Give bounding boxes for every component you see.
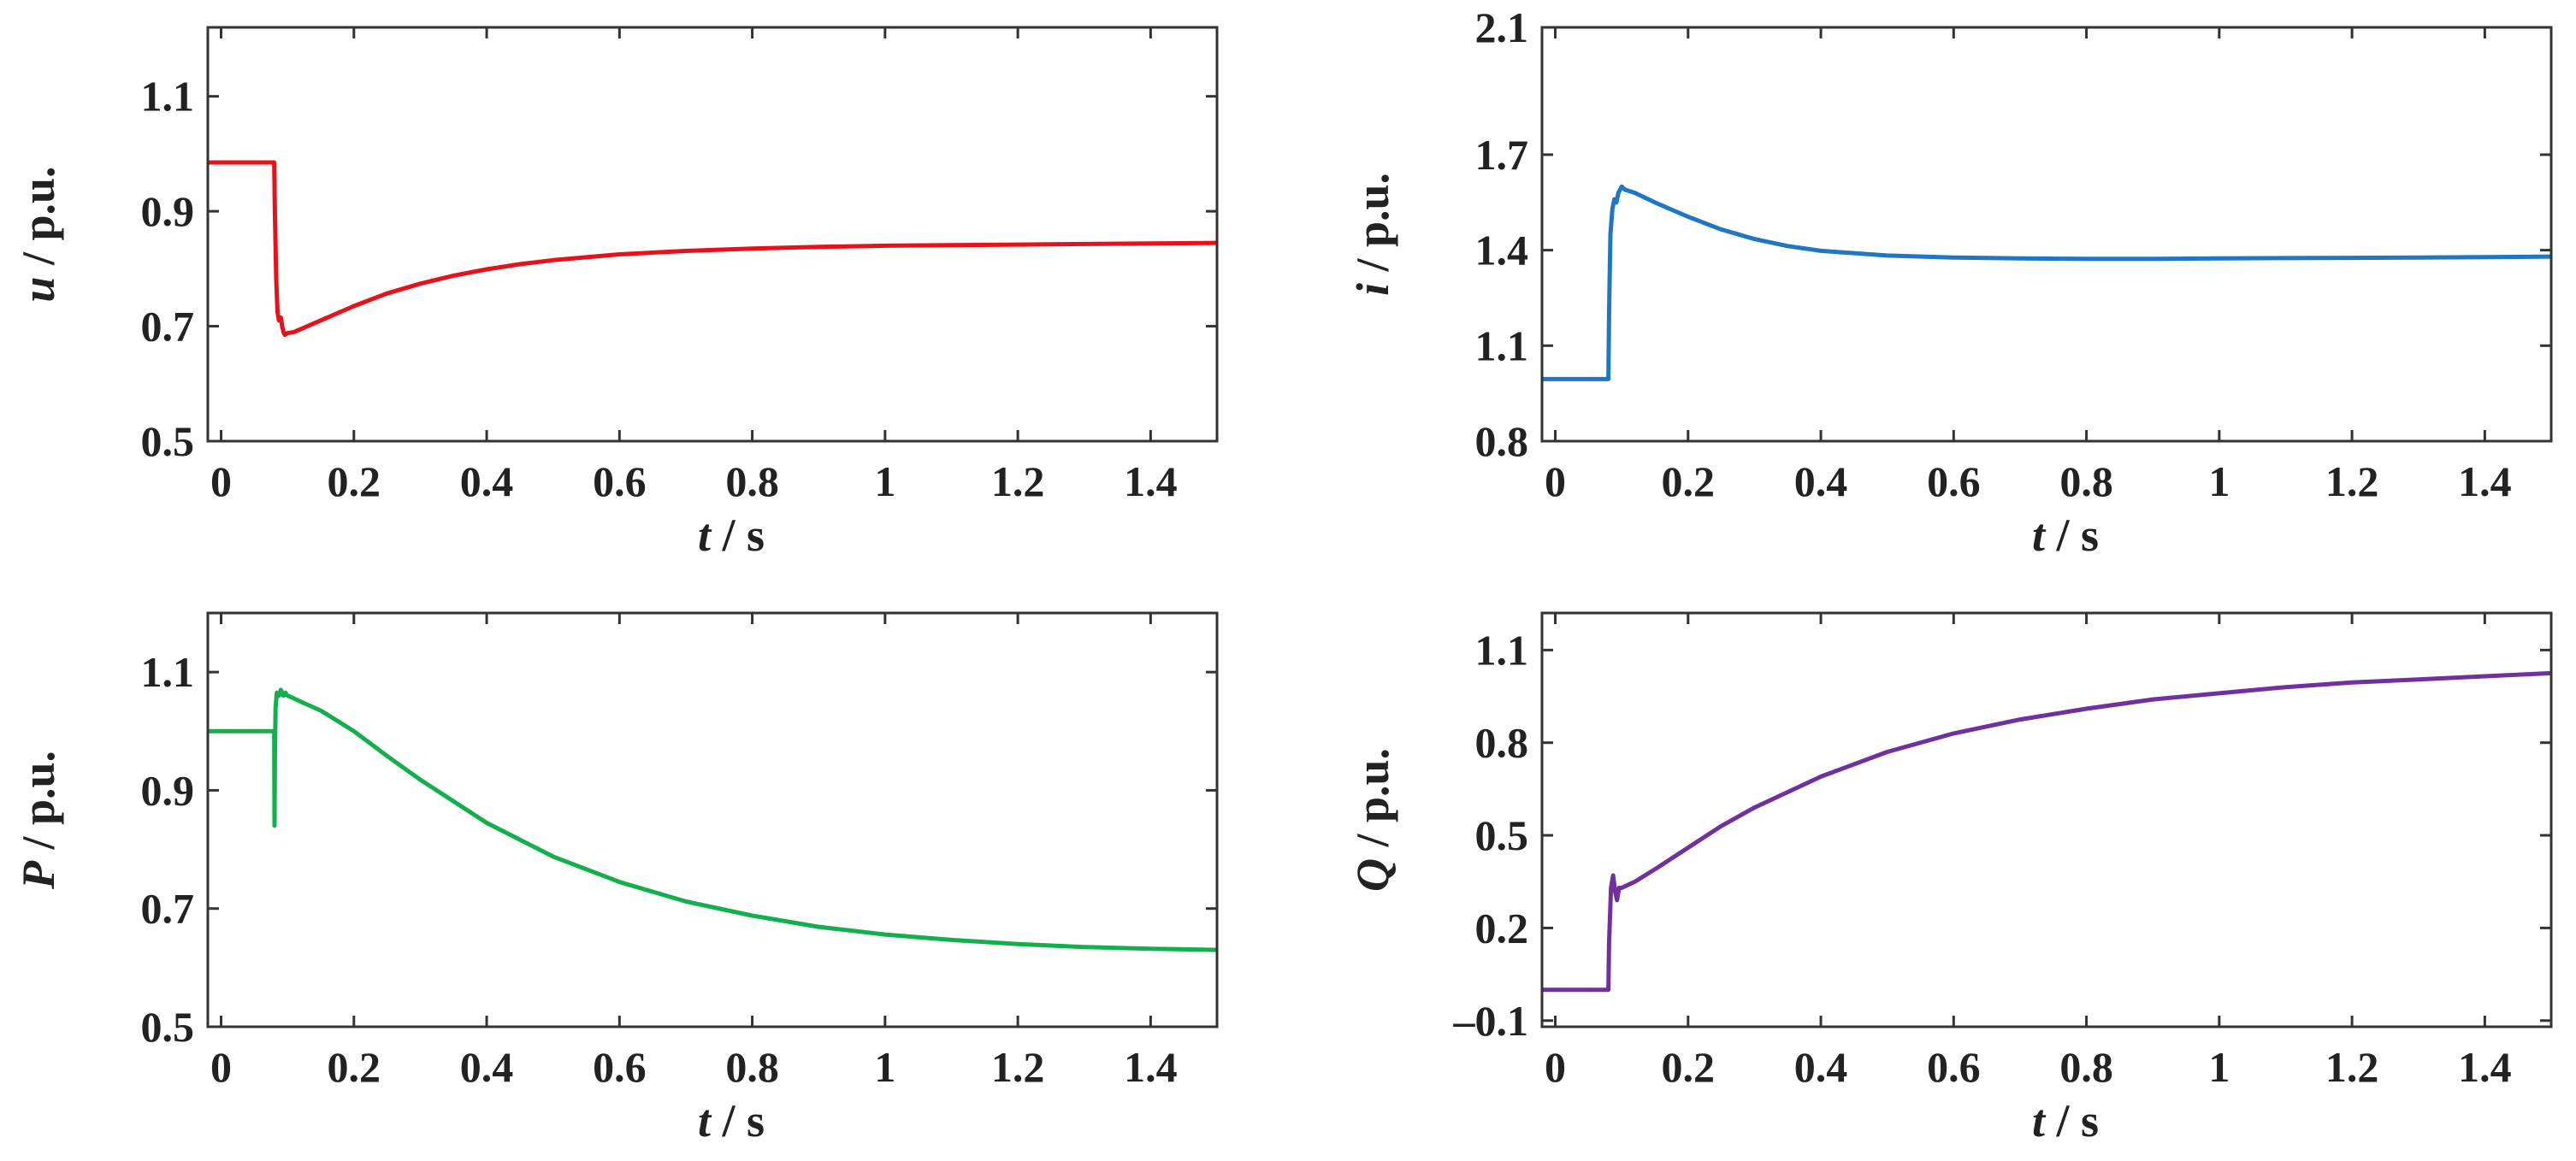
x-axis-var: t — [2032, 510, 2047, 561]
y-axis-unit: / p.u. — [13, 751, 64, 861]
panel-P: 0 0.2 0.4 0.6 0.8 1 1.2 1.4 0.5 0.7 0.9 1.1 t / s P /… — [13, 611, 1219, 1146]
plot-frame — [1540, 26, 2553, 443]
series-line-i — [1542, 184, 2551, 381]
y-tick-label: 0.9 — [141, 187, 195, 235]
x-tick-label: 1.2 — [2325, 457, 2379, 505]
x-axis-unit: / s — [711, 510, 765, 561]
y-tick-label: 1.1 — [1475, 321, 1529, 369]
x-tick-label: 0 — [210, 457, 232, 505]
y-tick-label: 0.9 — [141, 766, 195, 814]
y-axis-unit: / p.u. — [13, 166, 64, 276]
y-tick-label: 1.1 — [1475, 626, 1529, 674]
x-tick-label: 0.6 — [593, 1043, 647, 1091]
series-line-u — [208, 160, 1217, 338]
x-tick-label: 1.4 — [2458, 457, 2512, 505]
x-tick-label: 0.8 — [2059, 457, 2113, 505]
x-axis-unit: / s — [2045, 510, 2099, 561]
y-axis-unit: / p.u. — [1347, 173, 1398, 283]
panel-i: 0 0.2 0.4 0.6 0.8 1 1.2 1.4 0.8 1.1 1.4 1.7 2.1 t / s… — [1347, 3, 2553, 561]
y-tick-label: 0.2 — [1475, 904, 1529, 952]
x-tick-label: 0.2 — [1662, 457, 1716, 505]
x-tick-label: 1.2 — [991, 1043, 1045, 1091]
y-axis-label: u / p.u. — [13, 166, 64, 302]
x-tick-label: 1 — [2208, 457, 2230, 505]
x-axis-label: t / s — [698, 510, 765, 561]
series-line-P — [208, 687, 1217, 952]
x-tick-label: 0.6 — [1927, 457, 1981, 505]
x-tick-label: 0.2 — [328, 1043, 381, 1091]
x-tick-label: 0 — [210, 1043, 232, 1091]
plot-frame — [206, 26, 1219, 443]
y-axis-label: Q / p.u. — [1347, 748, 1398, 892]
y-tick-label: –0.1 — [1453, 997, 1529, 1045]
x-tick-label: 0.6 — [593, 457, 647, 505]
panel-Q: 0 0.2 0.4 0.6 0.8 1 1.2 1.4 –0.1 0.2 0.5 0.8 1.1 t / … — [1347, 611, 2553, 1146]
x-tick-label: 0.2 — [1662, 1043, 1716, 1091]
x-tick-label: 1 — [874, 1043, 895, 1091]
x-axis-unit: / s — [2045, 1095, 2099, 1146]
y-axis-var: P — [13, 860, 64, 890]
plot-frame — [206, 611, 1219, 1028]
x-tick-label: 1.4 — [2458, 1043, 2512, 1091]
plot-frame — [1540, 611, 2553, 1028]
y-tick-label: 0.5 — [141, 417, 195, 465]
x-tick-label: 1.4 — [1124, 457, 1178, 505]
x-tick-label: 1.2 — [991, 457, 1045, 505]
x-tick-label: 0.4 — [1794, 1043, 1848, 1091]
x-tick-label: 0.2 — [328, 457, 381, 505]
x-axis-unit: / s — [711, 1095, 765, 1146]
y-tick-label: 1.1 — [141, 648, 195, 696]
x-tick-label: 0.8 — [725, 457, 779, 505]
y-tick-label: 1.1 — [141, 73, 195, 121]
y-tick-label: 1.7 — [1475, 131, 1529, 179]
x-axis-label: t / s — [2032, 1095, 2099, 1146]
y-axis-var: Q — [1347, 858, 1398, 892]
y-tick-label: 0.5 — [141, 1003, 195, 1051]
y-tick-label: 0.8 — [1475, 417, 1529, 465]
x-tick-label: 1.4 — [1124, 1043, 1178, 1091]
x-tick-label: 0.6 — [1927, 1043, 1981, 1091]
y-axis-label: i / p.u. — [1347, 173, 1398, 296]
y-tick-label: 0.7 — [141, 885, 195, 933]
x-tick-label: 1 — [874, 457, 895, 505]
x-tick-label: 0.8 — [2059, 1043, 2113, 1091]
x-axis-var: t — [2032, 1095, 2047, 1146]
y-tick-label: 2.1 — [1475, 3, 1529, 51]
y-axis-label: P / p.u. — [13, 751, 64, 890]
x-tick-label: 0.8 — [725, 1043, 779, 1091]
x-tick-label: 0 — [1545, 1043, 1566, 1091]
y-tick-label: 0.7 — [141, 303, 195, 351]
y-tick-label: 0.8 — [1475, 719, 1529, 767]
x-tick-label: 0 — [1545, 457, 1566, 505]
x-axis-var: t — [698, 510, 712, 561]
x-axis-label: t / s — [2032, 510, 2099, 561]
x-tick-label: 1.2 — [2325, 1043, 2379, 1091]
y-axis-unit: / p.u. — [1347, 748, 1398, 858]
y-axis-var: u — [13, 277, 64, 303]
x-tick-label: 0.4 — [460, 1043, 514, 1091]
series-line-Q — [1542, 670, 2551, 993]
y-tick-label: 1.4 — [1475, 227, 1529, 274]
y-tick-label: 0.5 — [1475, 811, 1529, 859]
y-axis-var: i — [1347, 283, 1398, 296]
x-axis-var: t — [698, 1095, 712, 1146]
panel-u: 0 0.2 0.4 0.6 0.8 1 1.2 1.4 0.5 0.7 0.9 1.1 t / s u /… — [13, 26, 1219, 561]
x-axis-label: t / s — [698, 1095, 765, 1146]
x-tick-label: 0.4 — [460, 457, 514, 505]
x-tick-label: 0.4 — [1794, 457, 1848, 505]
x-tick-label: 1 — [2208, 1043, 2230, 1091]
